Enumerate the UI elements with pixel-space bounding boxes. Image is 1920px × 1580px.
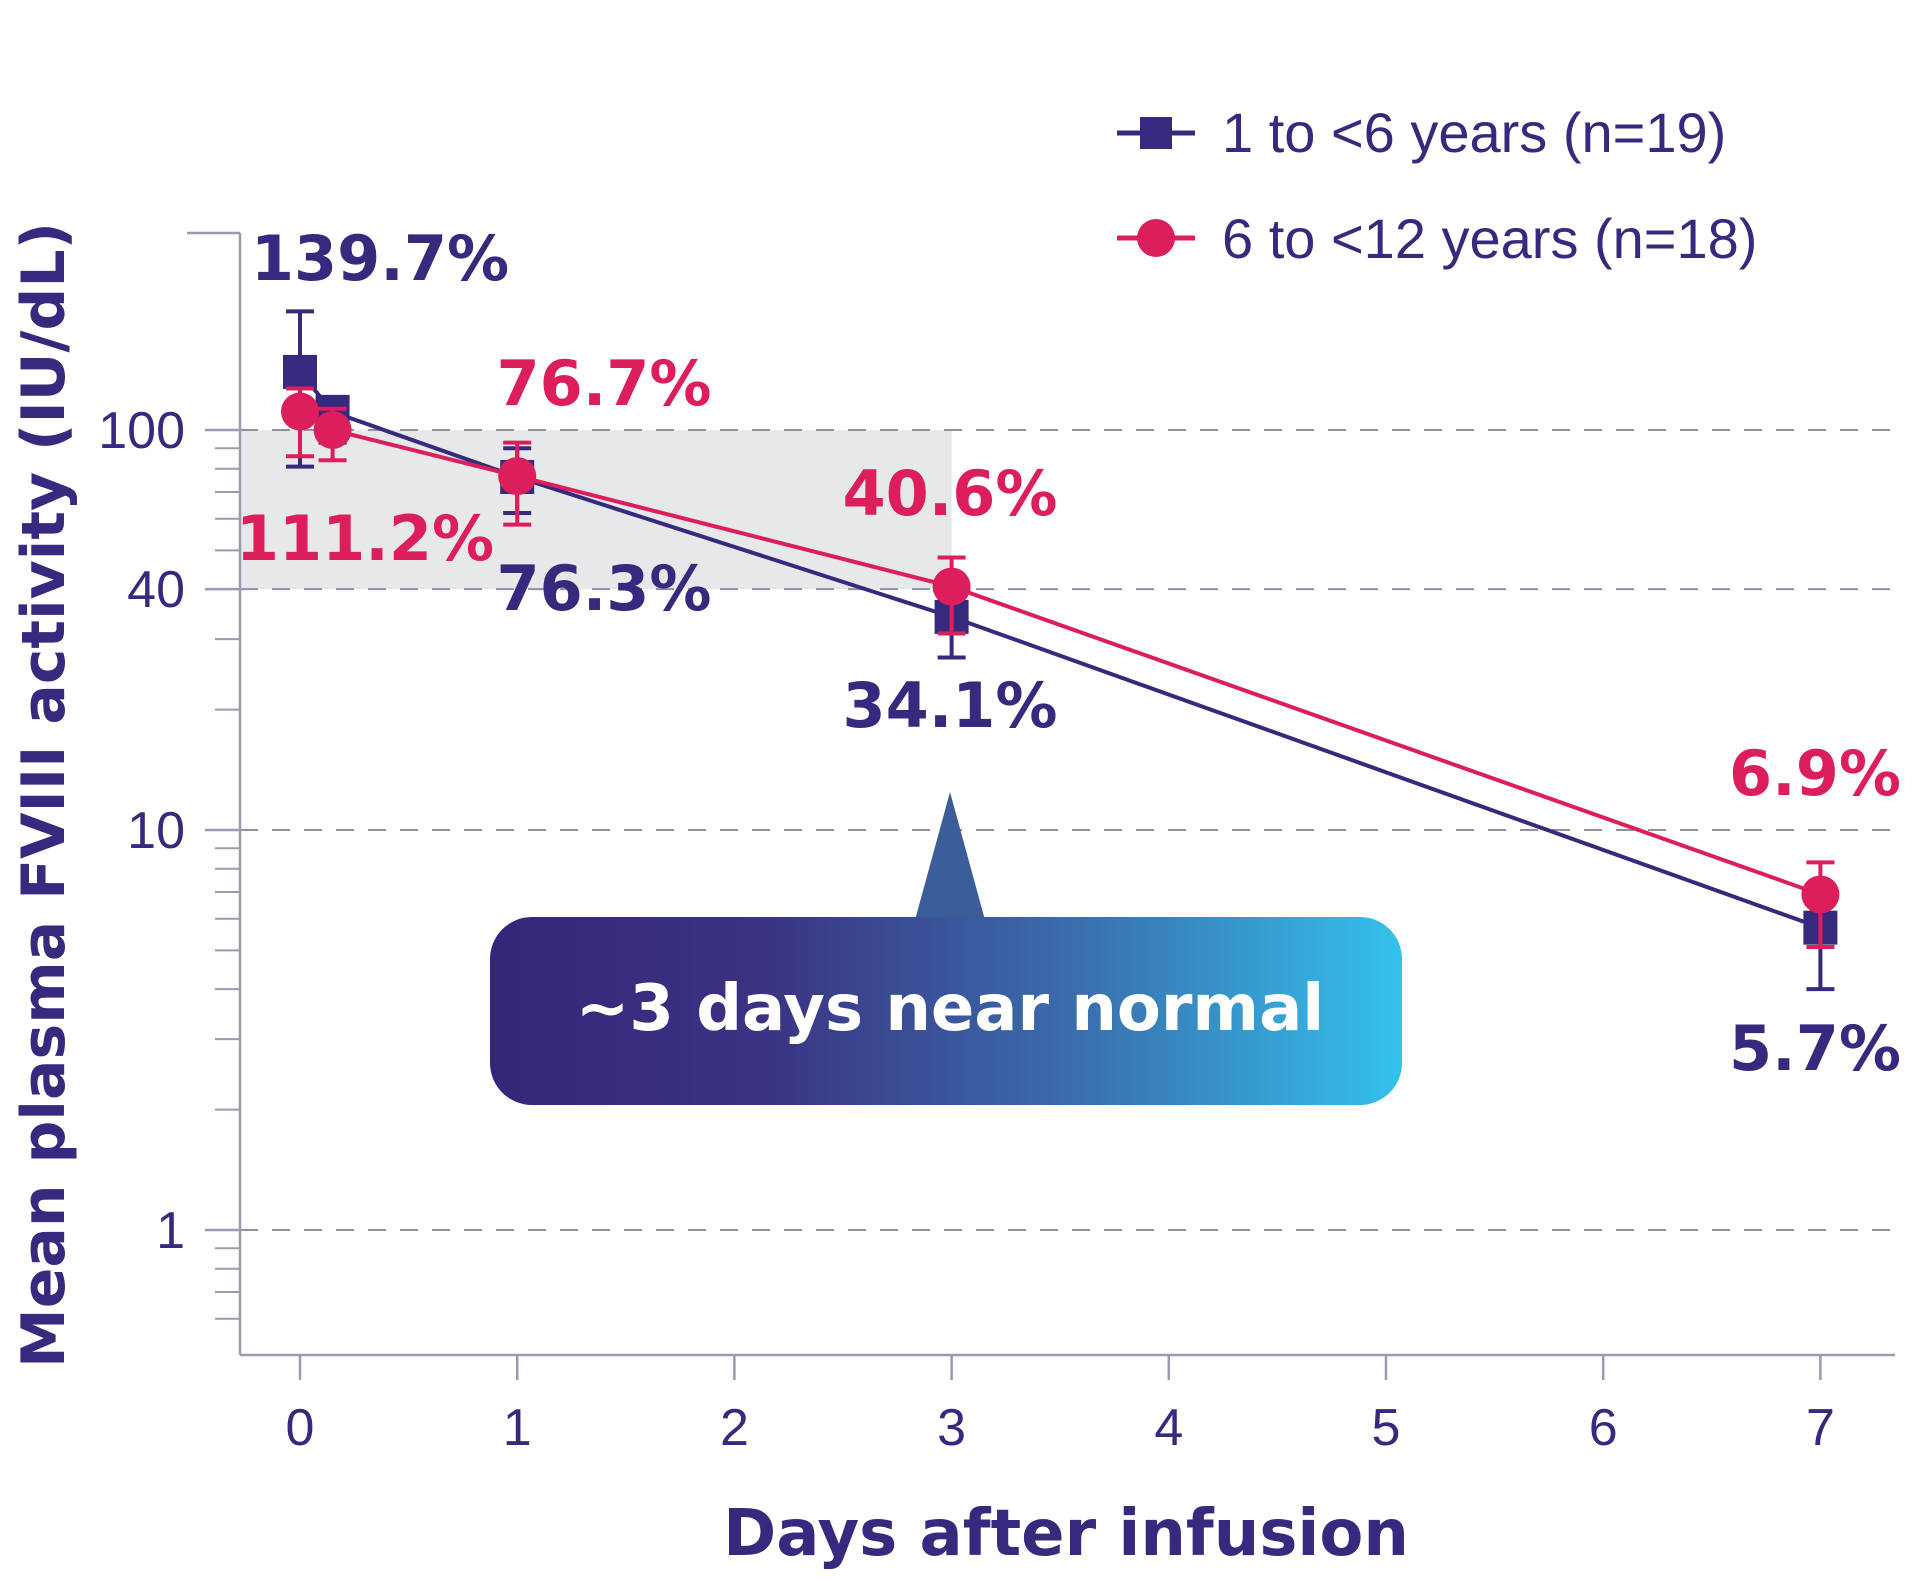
square-marker [283, 354, 317, 389]
circle-marker [1801, 875, 1840, 914]
y-tick-label: 10 [127, 802, 185, 860]
x-axis-title: Days after infusion [723, 1497, 1409, 1571]
legend-label-1: 1 to <6 years (n=19) [1222, 101, 1726, 164]
y-axis-title: Mean plasma FVIII activity (IU/dL) [9, 222, 79, 1368]
callout-text: ~3 days near normal [576, 972, 1324, 1046]
series-2 [281, 386, 1840, 949]
legend-circle-marker [1137, 219, 1175, 257]
data-label-111-2: 111.2% [236, 502, 494, 575]
legend-square-marker [1140, 117, 1172, 149]
x-tick-label: 6 [1589, 1399, 1618, 1457]
circle-marker [281, 392, 319, 431]
data-label-5-7: 5.7% [1729, 1012, 1901, 1085]
y-tick-label: 100 [98, 402, 185, 460]
data-label-76-7: 76.7% [496, 347, 711, 420]
y-tick-label: 1 [156, 1202, 185, 1260]
callout-box [490, 917, 1402, 1105]
data-label-6-9: 6.9% [1729, 737, 1901, 810]
x-tick-label: 4 [1154, 1399, 1183, 1457]
grid-lines [240, 429, 1895, 1231]
x-tick-label: 7 [1806, 1399, 1835, 1457]
legend-item-1: 1 to <6 years (n=19) [1117, 101, 1726, 164]
data-label-139-7: 139.7% [251, 222, 509, 295]
series-layer [281, 309, 1840, 992]
legend-label-2: 6 to <12 years (n=18) [1222, 207, 1757, 270]
circle-marker [498, 457, 537, 496]
data-label-40-6: 40.6% [842, 457, 1057, 530]
data-label-76-3: 76.3% [496, 552, 711, 625]
circle-marker [932, 567, 971, 606]
legend-item-2: 6 to <12 years (n=18) [1117, 207, 1757, 270]
x-tick-label: 3 [937, 1399, 966, 1457]
callout: ~3 days near normal [490, 792, 1402, 1105]
normal-range-band [240, 430, 952, 590]
y-axis-ticks: 1 10 40 100 [98, 402, 240, 1320]
x-tick-label: 2 [720, 1399, 749, 1457]
data-label-34-1: 34.1% [842, 669, 1057, 742]
x-tick-label: 0 [286, 1399, 315, 1457]
x-tick-label: 5 [1372, 1399, 1401, 1457]
y-tick-label: 40 [127, 561, 185, 619]
x-axis-ticks: 0 1 2 3 4 5 6 7 [286, 1355, 1835, 1457]
data-labels: 139.7% 111.2% 76.7% 76.3% 40.6% 34.1% 6.… [236, 222, 1901, 1085]
legend: 1 to <6 years (n=19) 6 to <12 years (n=1… [1117, 101, 1757, 270]
callout-pointer [915, 792, 985, 920]
circle-marker [313, 411, 352, 449]
x-tick-label: 1 [503, 1399, 532, 1457]
